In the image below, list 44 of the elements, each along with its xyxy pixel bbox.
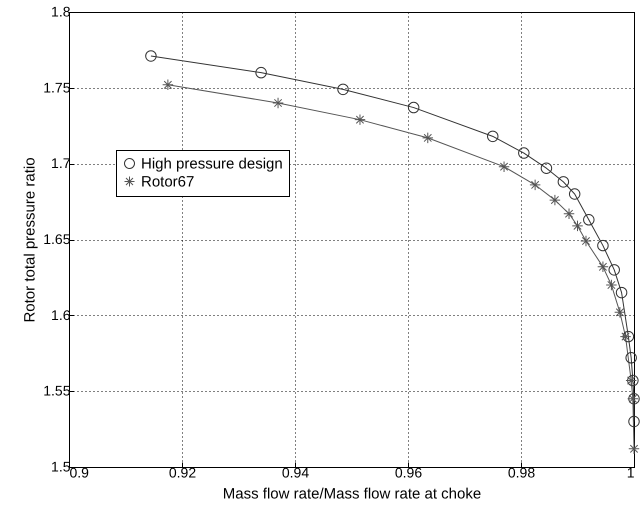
legend-label: Rotor67 xyxy=(141,174,194,190)
point xyxy=(255,66,267,78)
y-tick-label: 1.7 xyxy=(51,155,71,172)
x-tick-label: 0.92 xyxy=(168,464,196,480)
point xyxy=(529,179,541,191)
point xyxy=(540,162,552,174)
x-tick-label: 0.98 xyxy=(508,464,536,480)
y-tick-label: 1.5 xyxy=(51,458,71,474)
point xyxy=(272,97,284,109)
x-axis-title: Mass flow rate/Mass flow rate at choke xyxy=(222,486,482,502)
point xyxy=(162,79,174,91)
x-tick-label: 0.94 xyxy=(282,464,310,480)
point xyxy=(408,102,420,114)
point xyxy=(622,330,634,342)
point xyxy=(572,220,584,232)
point xyxy=(498,160,510,172)
x-tick-label: 1 xyxy=(626,464,635,480)
x-tick-label: 0.96 xyxy=(394,464,422,480)
point xyxy=(614,306,626,318)
point xyxy=(597,240,609,252)
y-axis-title: Rotor total pressure ratio xyxy=(21,157,38,323)
point xyxy=(563,208,575,220)
point xyxy=(337,84,349,96)
point xyxy=(597,261,609,273)
y-tick-label: 1.65 xyxy=(43,231,71,247)
point xyxy=(487,130,498,142)
point xyxy=(616,286,628,298)
legend-label: High pressure design xyxy=(141,156,283,172)
point xyxy=(354,114,366,126)
point xyxy=(558,176,570,188)
point xyxy=(583,214,595,226)
point xyxy=(628,416,640,428)
point xyxy=(422,132,434,144)
point xyxy=(568,188,580,200)
point xyxy=(628,443,640,455)
point xyxy=(620,330,632,342)
point xyxy=(625,352,637,364)
point xyxy=(518,147,530,159)
point xyxy=(549,194,561,206)
point xyxy=(145,50,157,62)
x-tick-label: 0.9 xyxy=(70,464,90,480)
point xyxy=(608,264,620,276)
point xyxy=(580,235,592,247)
point xyxy=(606,279,618,291)
